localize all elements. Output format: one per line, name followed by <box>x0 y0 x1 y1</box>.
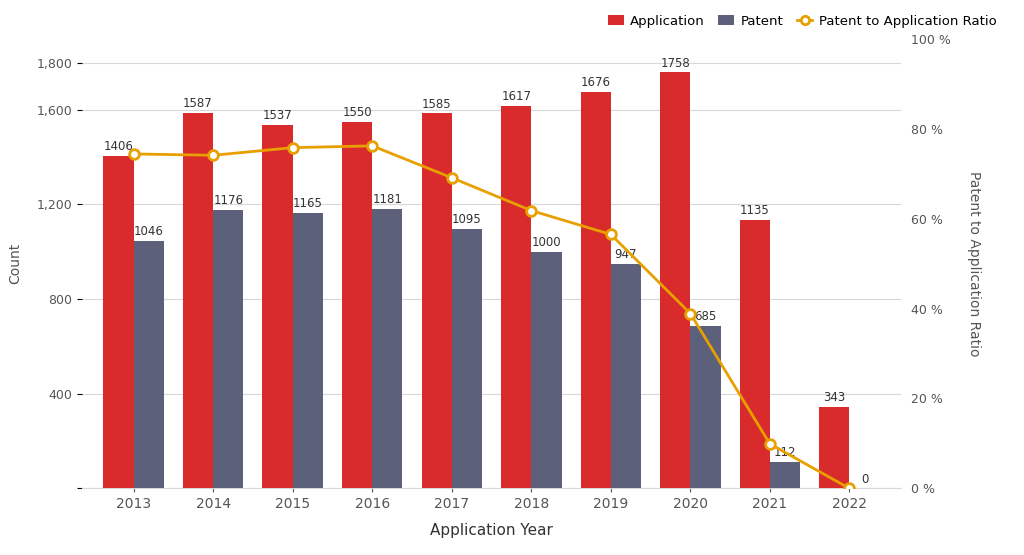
Y-axis label: Count: Count <box>8 243 23 284</box>
Patent to Application Ratio <box>366 143 378 149</box>
Bar <box>611 264 641 488</box>
Bar <box>690 326 721 488</box>
X-axis label: Application Year: Application Year <box>430 523 553 538</box>
Bar <box>660 73 690 488</box>
Y-axis label: Patent to Application Ratio: Patent to Application Ratio <box>968 171 981 356</box>
Text: 685: 685 <box>694 310 717 324</box>
Text: 1176: 1176 <box>213 194 244 208</box>
Patent to Application Ratio <box>605 231 617 238</box>
Bar <box>422 113 452 488</box>
Patent to Application Ratio <box>287 144 299 151</box>
Bar <box>342 122 372 488</box>
Text: 1135: 1135 <box>740 204 770 217</box>
Bar <box>531 252 561 488</box>
Text: 1046: 1046 <box>134 225 164 238</box>
Bar <box>183 113 213 488</box>
Bar <box>501 106 531 488</box>
Patent to Application Ratio <box>207 152 219 159</box>
Bar <box>293 213 323 488</box>
Text: 1617: 1617 <box>501 90 531 103</box>
Bar <box>739 220 770 488</box>
Bar <box>452 229 482 488</box>
Patent to Application Ratio <box>764 441 776 447</box>
Legend: Application, Patent, Patent to Application Ratio: Application, Patent, Patent to Applicati… <box>602 9 1002 33</box>
Text: 0: 0 <box>861 472 868 486</box>
Text: 1758: 1758 <box>660 57 690 69</box>
Text: 1000: 1000 <box>531 236 561 249</box>
Text: 1585: 1585 <box>422 98 452 110</box>
Bar <box>213 210 244 488</box>
Bar <box>262 125 293 488</box>
Text: 1676: 1676 <box>581 76 610 89</box>
Bar <box>581 92 611 488</box>
Text: 1537: 1537 <box>263 109 293 122</box>
Text: 1587: 1587 <box>183 97 213 110</box>
Bar <box>103 156 133 488</box>
Text: 1095: 1095 <box>452 214 481 226</box>
Patent to Application Ratio <box>684 310 696 317</box>
Line: Patent to Application Ratio: Patent to Application Ratio <box>129 141 854 493</box>
Text: 343: 343 <box>823 391 846 405</box>
Bar <box>372 209 402 488</box>
Text: 1406: 1406 <box>103 140 133 153</box>
Text: 1181: 1181 <box>373 193 402 206</box>
Bar <box>133 241 164 488</box>
Text: 947: 947 <box>614 249 637 261</box>
Bar <box>819 407 850 488</box>
Patent to Application Ratio <box>127 150 139 157</box>
Text: 112: 112 <box>774 446 797 459</box>
Patent to Application Ratio <box>525 207 538 214</box>
Bar <box>770 462 800 488</box>
Text: 1165: 1165 <box>293 197 323 210</box>
Text: 1550: 1550 <box>342 106 372 119</box>
Patent to Application Ratio <box>844 485 856 492</box>
Patent to Application Ratio <box>445 174 458 181</box>
